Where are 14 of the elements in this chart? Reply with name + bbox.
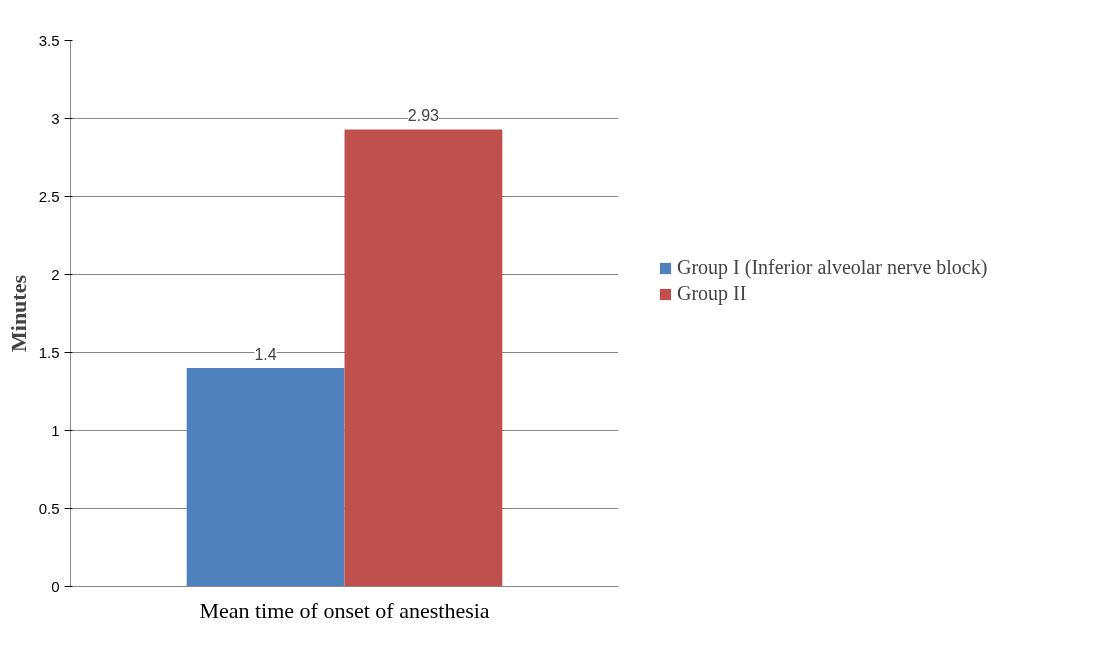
y-tick-label: 1.5 (38, 343, 60, 361)
y-tick-label: 3.5 (38, 31, 60, 49)
y-tick-label: 3 (51, 109, 60, 127)
data-label: 1.4 (254, 346, 277, 364)
y-tick-label: 0.5 (38, 499, 60, 517)
legend-label: Group II (677, 282, 747, 305)
legend-label: Group I (Inferior alveolar nerve block) (677, 256, 988, 279)
y-tick-label: 2.5 (38, 187, 60, 205)
y-tick-label: 2 (51, 265, 60, 283)
y-tick-label: 0 (51, 577, 60, 595)
data-label: 2.93 (407, 107, 440, 125)
y-tick-label: 1 (51, 421, 60, 439)
y-axis-title: Minutes (5, 274, 31, 352)
x-tick-label: Mean time of onset of anesthesia (199, 597, 490, 623)
